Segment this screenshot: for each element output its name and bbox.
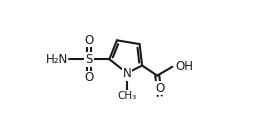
Text: H₂N: H₂N	[45, 53, 68, 66]
Text: CH₃: CH₃	[117, 91, 137, 101]
Text: O: O	[85, 34, 94, 47]
Text: S: S	[86, 53, 93, 66]
Text: O: O	[155, 82, 164, 94]
Text: N: N	[123, 67, 131, 80]
Text: O: O	[85, 71, 94, 84]
Text: OH: OH	[175, 60, 193, 73]
